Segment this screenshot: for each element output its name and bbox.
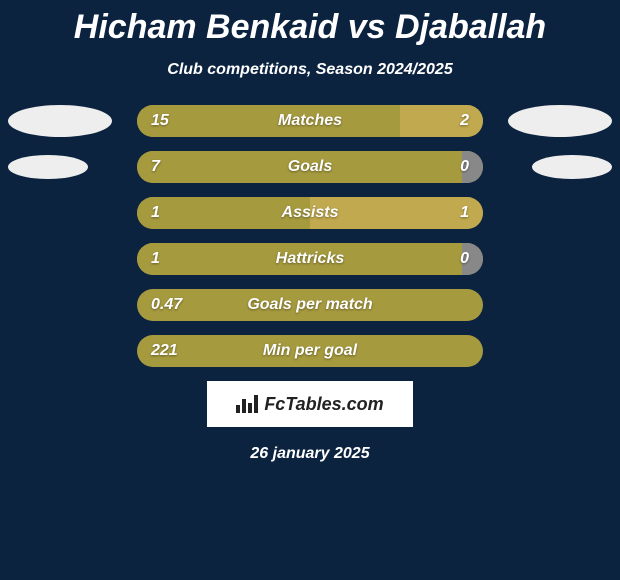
stat-value-left: 221 bbox=[151, 342, 178, 360]
stat-label: Hattricks bbox=[276, 250, 344, 268]
player-flag-left bbox=[8, 105, 112, 137]
stat-row: Min per goal 221 bbox=[0, 335, 620, 367]
fctables-badge: FcTables.com bbox=[207, 381, 413, 427]
stat-bar: Matches 15 2 bbox=[137, 105, 483, 137]
stat-value-right: 1 bbox=[460, 204, 469, 222]
stat-label: Goals per match bbox=[247, 296, 372, 314]
player-flag-right bbox=[508, 105, 612, 137]
player-flag-left bbox=[8, 155, 88, 179]
flag-ellipse-icon bbox=[532, 155, 612, 179]
stat-bar-left bbox=[137, 105, 400, 137]
stat-bar: Goals 7 0 bbox=[137, 151, 483, 183]
stat-label: Goals bbox=[288, 158, 332, 176]
flag-ellipse-icon bbox=[8, 105, 112, 137]
stat-value-left: 1 bbox=[151, 250, 160, 268]
stats-list: Matches152Goals70Assists11Hattricks10Goa… bbox=[0, 105, 620, 367]
comparison-card: Hicham Benkaid vs Djaballah Club competi… bbox=[0, 0, 620, 463]
stat-bar: Hattricks 1 0 bbox=[137, 243, 483, 275]
stat-row: Hattricks 1 0 bbox=[0, 243, 620, 275]
stat-value-left: 0.47 bbox=[151, 296, 182, 314]
stat-label: Assists bbox=[282, 204, 339, 222]
stat-label: Min per goal bbox=[263, 342, 357, 360]
stat-label: Matches bbox=[278, 112, 342, 130]
badge-text: FcTables.com bbox=[264, 394, 383, 415]
date-label: 26 january 2025 bbox=[0, 445, 620, 463]
stat-row: Goals per match 0.47 bbox=[0, 289, 620, 321]
stat-bar: Goals per match 0.47 bbox=[137, 289, 483, 321]
stat-value-left: 7 bbox=[151, 158, 160, 176]
stat-bar-right bbox=[400, 105, 483, 137]
stat-value-left: 15 bbox=[151, 112, 169, 130]
flag-ellipse-icon bbox=[508, 105, 612, 137]
stat-value-right: 2 bbox=[460, 112, 469, 130]
bar-chart-icon bbox=[236, 395, 258, 413]
stat-value-right: 0 bbox=[460, 250, 469, 268]
player-flag-right bbox=[532, 155, 612, 179]
stat-row: Assists 1 1 bbox=[0, 197, 620, 229]
stat-value-left: 1 bbox=[151, 204, 160, 222]
stat-row: Matches 15 2 bbox=[0, 105, 620, 137]
stat-bar: Min per goal 221 bbox=[137, 335, 483, 367]
flag-ellipse-icon bbox=[8, 155, 88, 179]
stat-row: Goals 7 0 bbox=[0, 151, 620, 183]
page-title: Hicham Benkaid vs Djaballah bbox=[0, 8, 620, 47]
stat-value-right: 0 bbox=[460, 158, 469, 176]
stat-bar: Assists 1 1 bbox=[137, 197, 483, 229]
subtitle: Club competitions, Season 2024/2025 bbox=[0, 61, 620, 79]
